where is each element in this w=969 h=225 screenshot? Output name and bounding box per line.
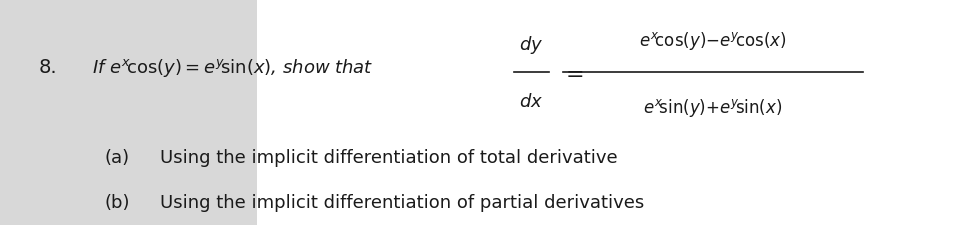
Text: Using the implicit differentiation of total derivative: Using the implicit differentiation of to… xyxy=(160,148,617,166)
Text: $e^x\!\cos(y){-}e^y\!\cos(x)$: $e^x\!\cos(y){-}e^y\!\cos(x)$ xyxy=(639,29,786,52)
Text: 8.: 8. xyxy=(39,58,57,77)
Text: $dx$: $dx$ xyxy=(519,92,543,110)
Text: (b): (b) xyxy=(105,194,130,212)
Text: Using the implicit differentiation of partial derivatives: Using the implicit differentiation of pa… xyxy=(160,194,643,212)
Text: $e^x\!\sin(y){+}e^y\!\sin(x)$: $e^x\!\sin(y){+}e^y\!\sin(x)$ xyxy=(642,97,782,119)
Bar xyxy=(0,0,257,225)
Text: (a): (a) xyxy=(105,148,130,166)
Text: $=$: $=$ xyxy=(560,63,582,83)
Text: $dy$: $dy$ xyxy=(518,34,544,56)
Text: If $e^x\!\cos(y) = e^y\!\sin(x)$, show that: If $e^x\!\cos(y) = e^y\!\sin(x)$, show t… xyxy=(92,56,373,79)
